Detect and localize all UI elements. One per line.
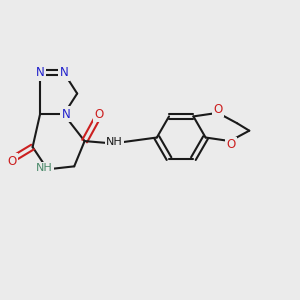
Text: N: N [59,66,68,79]
Text: O: O [226,138,235,151]
Text: O: O [8,155,17,168]
Text: N: N [36,66,44,79]
Text: O: O [214,103,223,116]
Text: NH: NH [35,163,52,173]
Text: N: N [62,108,70,121]
Text: O: O [95,108,104,121]
Text: NH: NH [106,137,123,147]
